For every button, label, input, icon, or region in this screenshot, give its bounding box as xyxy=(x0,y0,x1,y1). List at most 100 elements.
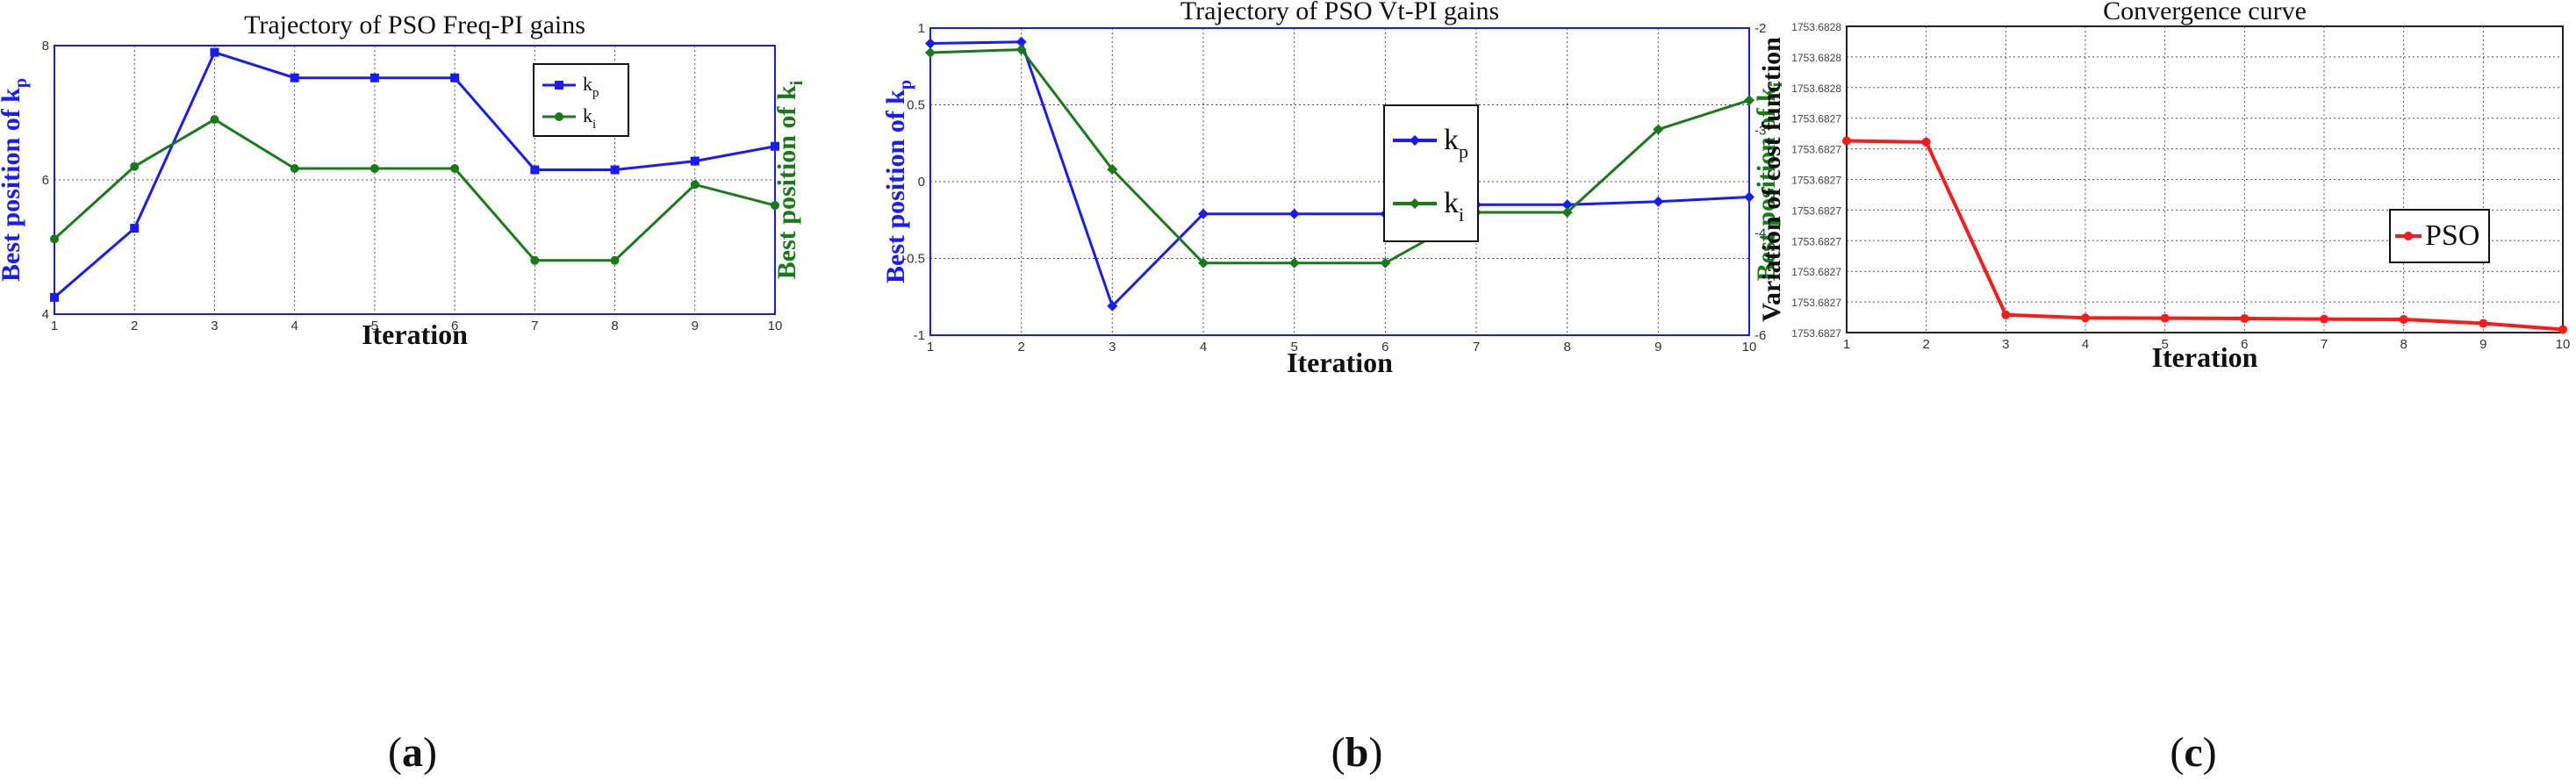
data-point-0-0-legend xyxy=(555,81,563,90)
x-tick-label: 7 xyxy=(1473,340,1480,355)
panel-caption-close: ) xyxy=(423,729,437,776)
y-tick-label: 1753.6827 xyxy=(1791,113,1841,125)
legend-box xyxy=(1383,104,1479,242)
x-tick-label: 1 xyxy=(1843,337,1850,352)
y-tick-label: 1753.6827 xyxy=(1791,175,1841,187)
data-point-0-1-4 xyxy=(370,163,379,173)
data-point-2-0-9 xyxy=(2558,325,2567,334)
y-tick-label: 4 xyxy=(42,307,49,322)
data-point-1-0-legend xyxy=(1410,135,1420,146)
data-point-0-0-3 xyxy=(290,73,299,82)
x-axis-label: Iteration xyxy=(362,319,468,350)
x-tick-label: 2 xyxy=(1922,337,1929,352)
x-tick-label: 9 xyxy=(692,319,699,333)
y-tick-label: 1753.6828 xyxy=(1791,21,1841,33)
data-point-0-1-7 xyxy=(610,255,620,265)
data-point-2-0-legend xyxy=(2404,232,2413,240)
data-point-2-0-3 xyxy=(2081,313,2090,323)
panel-caption: (c) xyxy=(2170,729,2216,776)
data-point-1-1-4 xyxy=(1288,257,1300,269)
chart-title: Trajectory of PSO Vt-PI gains xyxy=(1180,0,1499,25)
y-right-tick-label: -3 xyxy=(1754,124,1766,139)
data-point-0-1-5 xyxy=(450,163,460,173)
plot-frame xyxy=(1846,25,2564,333)
panel-caption-letter: b xyxy=(1345,729,1369,776)
y-tick-label: 1753.6827 xyxy=(1791,266,1841,278)
y-right-axis-label: Best position of ki xyxy=(772,80,807,279)
y-tick-label: 1 xyxy=(918,21,925,36)
x-tick-label: 3 xyxy=(2002,337,2009,352)
data-point-1-1-0 xyxy=(925,47,936,58)
data-point-0-1-8 xyxy=(690,180,700,190)
chart-c: Convergence curve 1 2 3 4 5 6 7 8 9 10 1753.6827 175… xyxy=(1757,0,2570,776)
y-tick-label: 1753.6827 xyxy=(1791,144,1841,156)
x-tick-label: 10 xyxy=(768,319,783,333)
data-point-2-0-5 xyxy=(2240,313,2250,323)
panel-caption-letter: a xyxy=(402,729,423,776)
data-point-0-1-1 xyxy=(130,161,140,171)
x-axis-label: Iteration xyxy=(2152,341,2258,373)
x-tick-label: 10 xyxy=(2556,337,2571,352)
y-right-tick-label: -4 xyxy=(1754,226,1766,240)
y-right-axis-label: Best position of ki xyxy=(1752,82,1786,281)
x-tick-label: 6 xyxy=(2241,337,2248,352)
data-point-1-0-1 xyxy=(1015,36,1027,47)
x-tick-label: 4 xyxy=(2082,337,2089,352)
data-point-2-0-4 xyxy=(2160,313,2170,323)
data-point-1-1-3 xyxy=(1198,257,1209,269)
y-tick-label: 6 xyxy=(42,173,49,188)
data-point-0-0-9 xyxy=(771,141,779,151)
y-tick-label: 1753.6827 xyxy=(1791,235,1841,247)
data-point-0-1-6 xyxy=(530,255,540,265)
series-line-kp xyxy=(54,50,776,299)
x-tick-label: 8 xyxy=(1563,340,1570,355)
y-axis-label-subscript: p xyxy=(11,78,31,88)
data-point-1-1-5 xyxy=(1380,257,1391,269)
y-axis-label: Best position of kp xyxy=(881,80,915,283)
chart-title: Convergence curve xyxy=(2103,0,2307,25)
data-point-2-0-0 xyxy=(1842,136,1851,146)
data-point-0-0-5 xyxy=(450,73,460,82)
data-point-0-0-8 xyxy=(690,156,700,166)
data-point-0-0-2 xyxy=(210,47,219,57)
x-tick-label: 8 xyxy=(2400,337,2407,352)
data-point-2-0-8 xyxy=(2479,319,2488,328)
data-point-1-1-1 xyxy=(1015,44,1027,55)
panel-caption: (a) xyxy=(388,729,437,776)
plot-frame xyxy=(54,45,776,315)
y-tick-label: -1 xyxy=(914,328,925,343)
y-tick-label: -0.5 xyxy=(902,252,925,267)
data-point-0-0-7 xyxy=(610,165,620,175)
data-point-1-1-7 xyxy=(1561,207,1573,218)
x-tick-label: 6 xyxy=(451,319,458,333)
data-point-0-0-0 xyxy=(50,292,59,302)
x-tick-label: 9 xyxy=(1654,340,1661,355)
x-tick-label: 3 xyxy=(1109,340,1116,355)
legend-label: PSO xyxy=(2425,219,2479,252)
data-point-2-0-7 xyxy=(2399,314,2408,324)
data-point-1-0-2 xyxy=(1107,300,1118,312)
y-tick-label: 1753.6828 xyxy=(1791,82,1841,95)
y-tick-label: 8 xyxy=(42,39,49,54)
data-point-0-1-9 xyxy=(771,201,779,211)
data-point-0-0-6 xyxy=(530,165,540,175)
x-tick-label: 1 xyxy=(51,319,58,333)
panel-caption-close: ) xyxy=(1368,729,1382,776)
data-point-1-0-9 xyxy=(1744,191,1754,203)
x-tick-label: 4 xyxy=(291,319,298,333)
x-tick-label: 3 xyxy=(211,319,218,333)
series-line-ki xyxy=(929,47,1750,265)
x-tick-label: 6 xyxy=(1381,340,1388,355)
data-point-1-0-3 xyxy=(1198,208,1209,219)
data-point-2-0-6 xyxy=(2320,314,2328,324)
x-tick-label: 5 xyxy=(2161,337,2168,352)
x-tick-label: 9 xyxy=(2479,337,2486,352)
series-line-kp xyxy=(929,40,1750,309)
y-tick-label: 0 xyxy=(918,175,925,190)
data-point-0-1-2 xyxy=(210,115,219,125)
data-point-1-1-9 xyxy=(1744,95,1754,106)
x-tick-label: 4 xyxy=(1200,340,1207,355)
series-line-PSO xyxy=(1846,139,2564,332)
x-tick-label: 2 xyxy=(1017,340,1024,355)
